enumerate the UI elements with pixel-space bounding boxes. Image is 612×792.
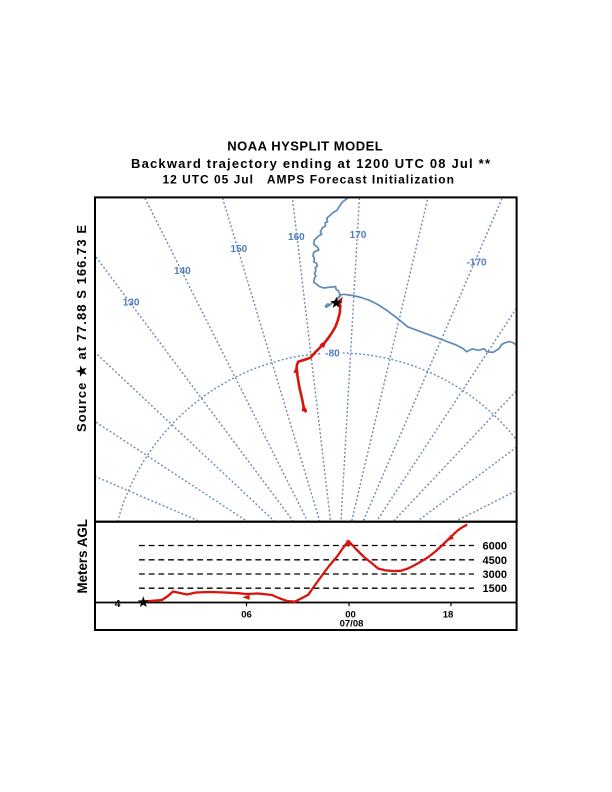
svg-text:Backward trajectory ending at: Backward trajectory ending at 1200 UTC 0… <box>131 156 491 171</box>
svg-text:140: 140 <box>174 266 191 277</box>
svg-text:170: 170 <box>350 230 367 241</box>
svg-text:-80: -80 <box>325 349 340 360</box>
svg-text:06: 06 <box>241 610 252 621</box>
svg-text:-170: -170 <box>467 257 487 268</box>
svg-text:Source ★ at 77.88 S 166.73 E: Source ★ at 77.88 S 166.73 E <box>74 225 89 432</box>
svg-text:00: 00 <box>345 610 356 621</box>
svg-text:130: 130 <box>123 298 140 309</box>
svg-text:12 UTC 05 Jul AMPS Forecast: 12 UTC 05 Jul AMPS Forecast Initializati… <box>162 173 454 187</box>
svg-text:18: 18 <box>443 610 454 621</box>
svg-text:Meters AGL: Meters AGL <box>75 519 90 594</box>
svg-text:3000: 3000 <box>483 569 507 581</box>
svg-text:150: 150 <box>231 244 248 255</box>
svg-text:6000: 6000 <box>483 541 507 553</box>
svg-text:160: 160 <box>288 232 305 243</box>
svg-text:07/08: 07/08 <box>340 619 364 630</box>
svg-text:NOAA HYSPLIT MODEL: NOAA HYSPLIT MODEL <box>227 139 383 154</box>
svg-text:4500: 4500 <box>483 555 507 567</box>
svg-text:1500: 1500 <box>483 583 507 595</box>
svg-text:4: 4 <box>115 598 121 610</box>
